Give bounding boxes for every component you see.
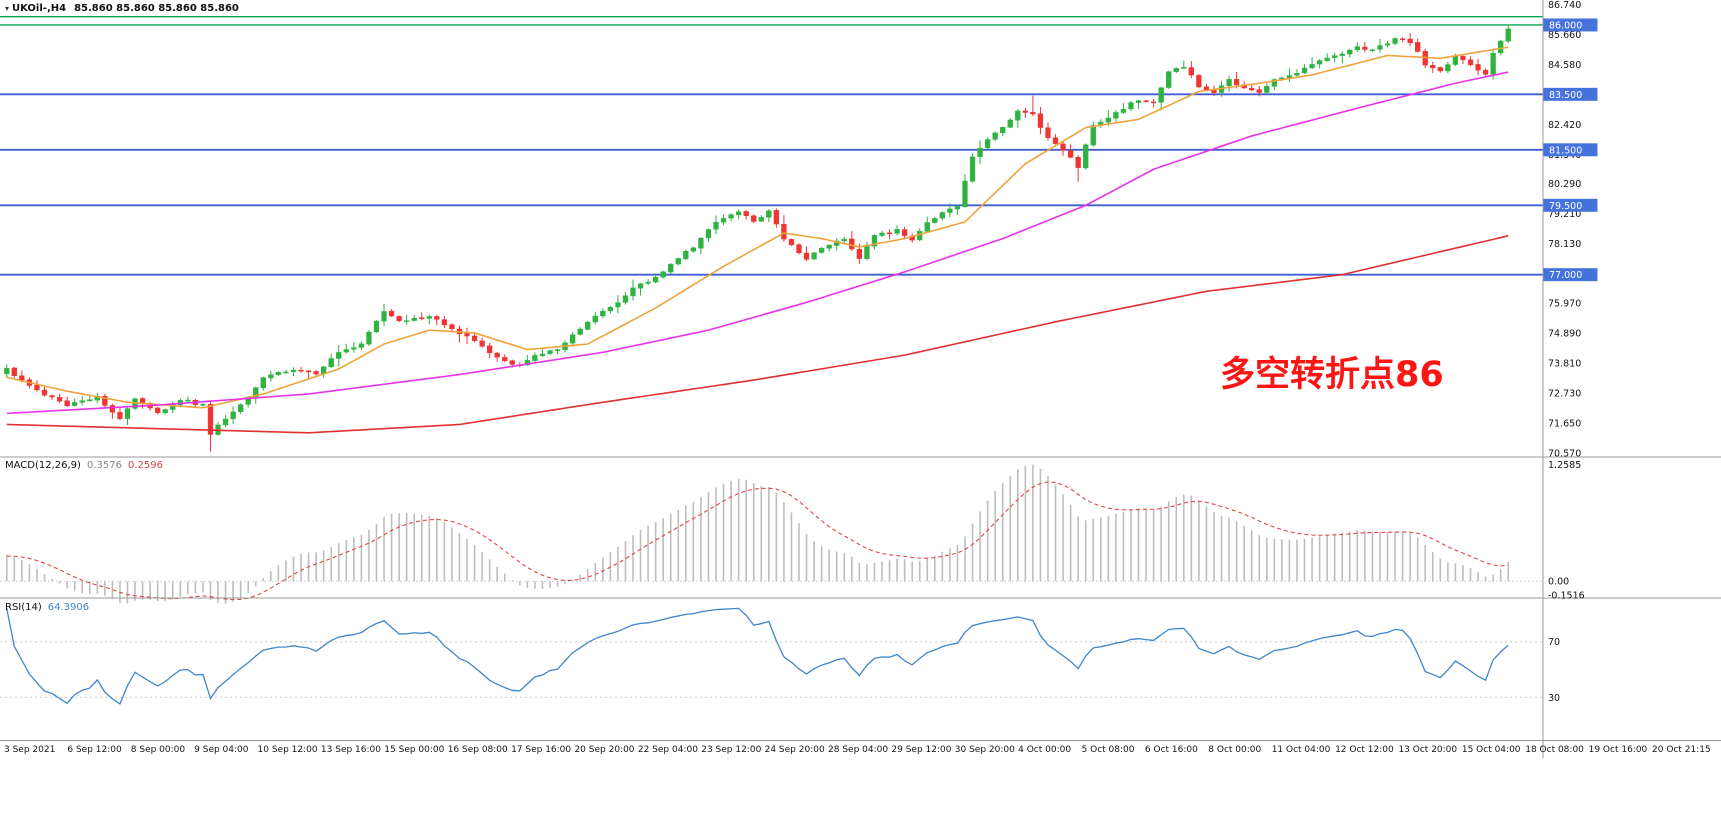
svg-text:71.650: 71.650 <box>1548 419 1581 430</box>
symbol-icon: ▾ <box>5 4 10 13</box>
svg-text:5 Oct 08:00: 5 Oct 08:00 <box>1082 745 1135 755</box>
rsi-panel <box>0 607 1543 705</box>
svg-text:0.00: 0.00 <box>1548 577 1569 588</box>
svg-text:29 Sep 12:00: 29 Sep 12:00 <box>891 745 951 755</box>
svg-text:19 Oct 16:00: 19 Oct 16:00 <box>1589 745 1648 755</box>
svg-text:23 Sep 12:00: 23 Sep 12:00 <box>701 745 761 755</box>
svg-text:77.000: 77.000 <box>1549 270 1582 281</box>
svg-text:85.660: 85.660 <box>1548 30 1581 41</box>
svg-text:75.970: 75.970 <box>1548 299 1581 310</box>
svg-text:28 Sep 04:00: 28 Sep 04:00 <box>828 745 888 755</box>
macd-value: 0.3576 <box>86 460 122 471</box>
chart-text-annotation[interactable]: 多空转折点86 <box>1220 355 1444 395</box>
macd-signal-value: 0.2596 <box>127 460 163 471</box>
price-tags: 86.000 83.500 81.500 79.500 77.000 <box>1543 18 1598 282</box>
svg-text:11 Oct 04:00: 11 Oct 04:00 <box>1272 745 1331 755</box>
svg-text:30 Sep 20:00: 30 Sep 20:00 <box>955 745 1015 755</box>
svg-text:79.500: 79.500 <box>1549 201 1582 212</box>
rsi-title: RSI(14) <box>5 602 42 613</box>
svg-text:15 Oct 04:00: 15 Oct 04:00 <box>1462 745 1521 755</box>
svg-text:79.210: 79.210 <box>1548 209 1581 220</box>
svg-text:9 Sep 04:00: 9 Sep 04:00 <box>194 745 249 755</box>
svg-text:16 Sep 08:00: 16 Sep 08:00 <box>448 745 508 755</box>
macd-indicator-label: MACD(12,26,9) 0.3576 0.2596 <box>5 460 163 471</box>
chart-title: ▾ UKOil-,H4 85.860 85.860 85.860 85.860 <box>5 3 239 14</box>
candlestick-series <box>4 24 1511 452</box>
support-resistance-lines <box>0 15 1543 276</box>
svg-text:86.000: 86.000 <box>1549 20 1582 31</box>
svg-text:10 Sep 12:00: 10 Sep 12:00 <box>258 745 318 755</box>
svg-text:80.290: 80.290 <box>1548 179 1581 190</box>
svg-text:6 Sep 12:00: 6 Sep 12:00 <box>67 745 122 755</box>
time-axis: 3 Sep 2021 6 Sep 12:00 8 Sep 00:00 9 Sep 04… <box>4 745 1711 755</box>
moving-averages <box>6 46 1509 434</box>
ma-fast-line <box>6 46 1509 409</box>
svg-text:86.740: 86.740 <box>1548 0 1581 11</box>
price-scale: 86.74085.66084.58083.50082.42081.34080.2… <box>1548 0 1585 704</box>
rsi-indicator-label: RSI(14) 64.3906 <box>5 602 89 613</box>
svg-text:8 Oct 00:00: 8 Oct 00:00 <box>1208 745 1261 755</box>
svg-text:24 Sep 20:00: 24 Sep 20:00 <box>765 745 825 755</box>
ohlc-quotes: 85.860 85.860 85.860 85.860 <box>74 3 239 14</box>
svg-text:72.730: 72.730 <box>1548 389 1581 400</box>
svg-text:6 Oct 16:00: 6 Oct 16:00 <box>1145 745 1198 755</box>
svg-text:17 Sep 16:00: 17 Sep 16:00 <box>511 745 571 755</box>
svg-text:13 Sep 16:00: 13 Sep 16:00 <box>321 745 381 755</box>
svg-text:84.580: 84.580 <box>1548 60 1581 71</box>
svg-text:70: 70 <box>1548 637 1560 648</box>
macd-title: MACD(12,26,9) <box>5 460 81 471</box>
svg-text:13 Oct 20:00: 13 Oct 20:00 <box>1398 745 1457 755</box>
svg-text:12 Oct 12:00: 12 Oct 12:00 <box>1335 745 1394 755</box>
ma-mid-line <box>6 71 1509 415</box>
svg-text:20 Oct 21:15: 20 Oct 21:15 <box>1652 745 1711 755</box>
svg-text:82.420: 82.420 <box>1548 120 1581 131</box>
svg-text:81.500: 81.500 <box>1549 145 1582 156</box>
rsi-line <box>6 607 1509 705</box>
svg-text:30: 30 <box>1548 693 1560 704</box>
svg-text:83.500: 83.500 <box>1549 90 1582 101</box>
svg-text:1.2585: 1.2585 <box>1548 460 1581 471</box>
svg-text:78.130: 78.130 <box>1548 239 1581 250</box>
symbol-timeframe-label: UKOil-,H4 <box>12 3 67 14</box>
ma-slow-line <box>6 235 1509 434</box>
svg-text:18 Oct 08:00: 18 Oct 08:00 <box>1525 745 1584 755</box>
svg-text:4 Oct 00:00: 4 Oct 00:00 <box>1018 745 1071 755</box>
svg-text:3 Sep 2021: 3 Sep 2021 <box>4 745 55 755</box>
svg-text:-0.1516: -0.1516 <box>1548 591 1585 602</box>
svg-text:22 Sep 04:00: 22 Sep 04:00 <box>638 745 698 755</box>
macd-signal-line <box>6 481 1509 601</box>
macd-histogram <box>0 464 1543 604</box>
svg-text:8 Sep 00:00: 8 Sep 00:00 <box>131 745 186 755</box>
panel-separators <box>0 0 1721 758</box>
svg-text:15 Sep 00:00: 15 Sep 00:00 <box>384 745 444 755</box>
rsi-value: 64.3906 <box>47 602 90 613</box>
svg-text:73.810: 73.810 <box>1548 359 1581 370</box>
svg-text:74.890: 74.890 <box>1548 329 1581 340</box>
svg-text:20 Sep 20:00: 20 Sep 20:00 <box>574 745 634 755</box>
svg-text:70.570: 70.570 <box>1548 449 1581 460</box>
